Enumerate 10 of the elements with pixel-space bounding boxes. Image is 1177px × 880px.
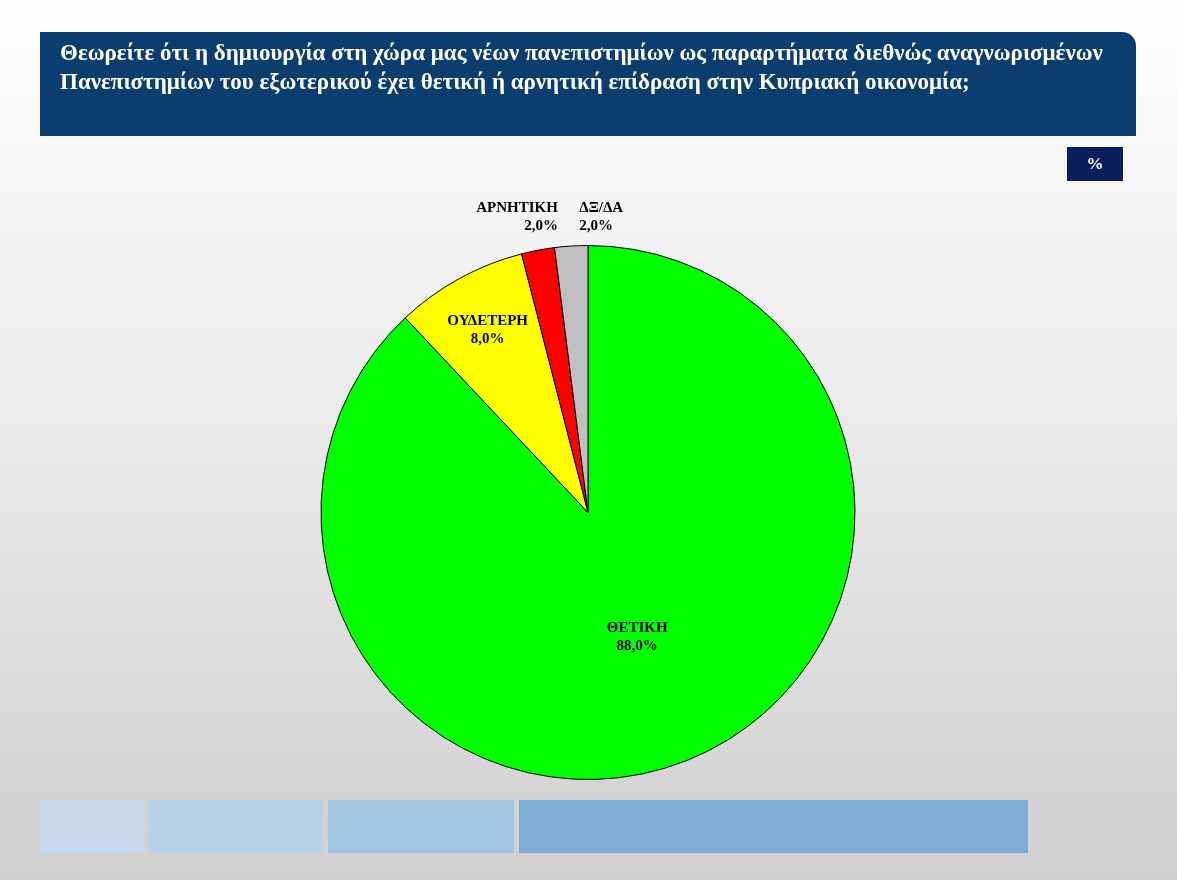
slice-label: ΘΕΤΙΚΗ [606, 618, 668, 635]
data-label: 88,0% [616, 636, 658, 653]
slice-label: ΟΥΔΕΤΕΡΗ [447, 311, 529, 328]
text: % [1067, 147, 1123, 181]
data-label: 2,0% [524, 217, 558, 234]
slice-label: ΔΞ/ΔΑ [579, 199, 624, 216]
chart-title: Θεωρείτε ότι η δημιουργία στη χώρα μας νέων πανεπιστημίων ως παραρτήματα διεθνώς αναγνωρισμένων Πανεπιστημίων του εξωτερικού έχει θετική ή αρνητική επίδραση στην Κυπριακή οικονομία; [40, 32, 1136, 136]
data-label: 8,0% [470, 329, 505, 346]
slice-label: ΑΡΝΗΤΙΚΗ [476, 199, 559, 216]
data-label: 2,0% [579, 217, 613, 234]
